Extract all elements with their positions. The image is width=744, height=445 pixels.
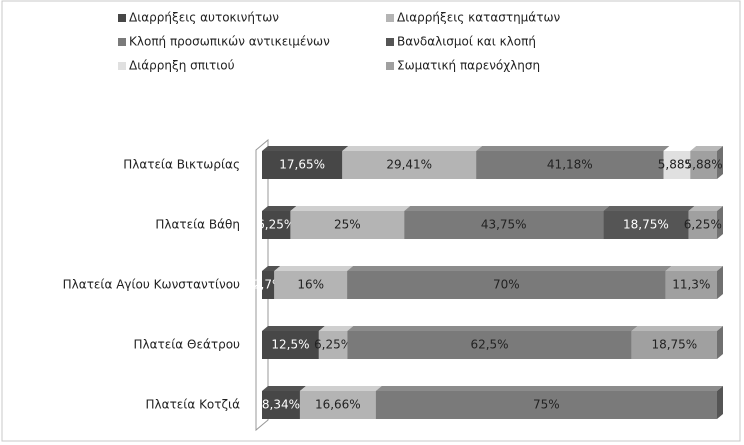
bar-top [299,386,382,391]
category-label: Πλατεία Θεάτρου [134,338,241,352]
bar-segment [342,151,477,179]
bar-top [688,206,723,211]
data-label: 43,75% [481,218,527,232]
bar-segment [688,211,717,239]
bar-segment [690,151,717,179]
data-label: 62,5% [470,338,508,352]
category-label: Πλατεία Αγίου Κωνσταντίνου [63,278,240,292]
bar-top [404,206,610,211]
category-label: Πλατεία Βάθη [155,218,240,232]
bar-top [690,146,723,151]
bar-top [347,266,672,271]
bar-segment [476,151,664,179]
bar-segment [274,271,348,299]
bar-side [717,206,723,239]
data-label: 17,65% [279,158,325,172]
plot-wall [255,138,269,432]
legend-label: Βανδαλισμοί και κλοπή [397,35,536,49]
bar-top [665,266,723,271]
legend-swatch [386,14,394,22]
bar-top [274,266,354,271]
bar-top [318,326,354,331]
bar-top [342,146,483,151]
bar-side [717,326,723,359]
bar-top [476,146,670,151]
data-label: 25% [334,218,361,232]
bar-segment [665,271,717,299]
bar-side [717,266,723,299]
bar-segment [299,391,376,419]
legend-swatch [118,38,126,46]
bar-segment [603,211,689,239]
data-label: 16% [297,278,324,292]
data-label: 41,18% [547,158,593,172]
data-label: 18,75% [651,338,697,352]
bar-top [631,326,723,331]
data-label: 5,88% [658,158,696,172]
legend-swatch [118,62,126,70]
data-label: 11,3% [672,278,710,292]
bar-top [290,206,411,211]
bar-segment [290,211,405,239]
data-label: 12,5% [271,338,309,352]
legend-label: Κλοπή προσωπικών αντικειμένων [129,35,330,49]
data-label: 18,75% [623,218,669,232]
bar-segment [347,331,632,359]
data-label: 75% [533,398,560,412]
bar-segment [262,391,300,419]
bar-top [262,386,306,391]
bar-side [717,386,723,419]
bar-top [262,266,281,271]
bar-top [262,206,297,211]
bar-top [663,146,697,151]
data-label: 8,34% [262,398,300,412]
bar-top [347,326,638,331]
bar-segment [663,151,691,179]
legend-swatch [118,14,126,22]
data-label: 6,25% [684,218,722,232]
bar-segment [375,391,717,419]
bar-side [717,146,723,179]
bar-top [603,206,695,211]
category-label: Πλατεία Κοτζιά [146,398,241,412]
data-label: 16,66% [315,398,361,412]
data-label: 5,88% [685,158,723,172]
legend-label: Διάρρηξη σπιτιού [129,59,235,73]
bar-top [375,386,723,391]
bar-top [262,326,325,331]
data-label: 6,25% [314,338,352,352]
legend-label: Σωματική παρενόχληση [397,59,540,73]
bar-segment [262,211,291,239]
bar-top [262,146,349,151]
bar-segment [631,331,717,359]
bar-segment [318,331,348,359]
data-label: 6,25% [257,218,295,232]
data-label: 70% [493,278,520,292]
legend-label: Διαρρήξεις καταστημάτων [397,11,560,25]
bar-segment [262,331,319,359]
data-label: 29,41% [386,158,432,172]
bar-segment [262,151,343,179]
legend-swatch [386,62,394,70]
category-label: Πλατεία Βικτωρίας [123,158,240,172]
legend-swatch [386,38,394,46]
legend-label: Διαρρήξεις αυτοκινήτων [129,11,279,25]
bar-segment [404,211,604,239]
bar-segment [347,271,666,299]
bar-segment [262,271,275,299]
